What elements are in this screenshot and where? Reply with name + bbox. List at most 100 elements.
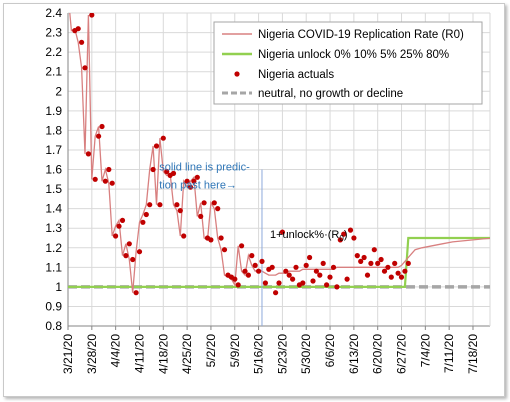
actual-point (249, 253, 255, 259)
x-tick-label: 5/23/20 (275, 334, 289, 374)
actual-point (106, 166, 112, 173)
actual-point (221, 247, 228, 253)
x-tick-label: 6/6/20 (323, 334, 337, 368)
actual-point (232, 276, 238, 282)
x-tick-label: 4/4/20 (109, 334, 123, 368)
actual-point (239, 243, 245, 249)
legend-label-actuals: Nigeria actuals (258, 69, 334, 81)
actual-point (375, 260, 381, 266)
actual-point (85, 151, 91, 157)
actual-point (82, 65, 88, 71)
x-tick-label: 3/28/20 (85, 334, 99, 374)
actual-point (341, 231, 347, 237)
actual-point (337, 237, 343, 243)
actual-point (347, 227, 354, 233)
x-tick-label: 6/13/20 (347, 334, 361, 374)
actual-point (385, 264, 391, 270)
actual-point (368, 260, 374, 266)
chart-frame: 0.8 0.9 1 1.1 1.2 1.3 1.4 1.5 1.6 1.7 1.8 1.9 2 2.1 2.… (3, 3, 505, 397)
legend-label-unlock: Nigeria unlock 0% 10% 5% 25% 80% (258, 49, 449, 61)
y-tick-label: 1.1 (45, 260, 62, 274)
legend-box (213, 21, 483, 105)
actual-point (388, 274, 394, 280)
actual-point (109, 180, 115, 186)
annotation-prediction-note: solid line is predic- tion past here→ (159, 161, 253, 191)
y-tick-label: 2.1 (45, 65, 62, 79)
actual-point (327, 274, 333, 280)
actual-point (344, 276, 350, 282)
actual-point (276, 280, 282, 286)
actual-point (157, 202, 163, 208)
actual-point (119, 217, 126, 223)
x-tick-label: 5/30/20 (299, 334, 313, 374)
actual-point (235, 282, 241, 288)
x-tick-label: 7/18/20 (466, 334, 480, 374)
y-tick-label: 1.4 (45, 202, 62, 216)
actual-point (113, 233, 119, 239)
actual-point (361, 254, 367, 261)
actual-point (116, 223, 122, 229)
actual-point (174, 202, 180, 208)
y-tick-label: 1 (55, 280, 62, 294)
actual-point (252, 262, 258, 268)
actual-point (259, 258, 265, 264)
actual-point (147, 202, 153, 208)
actual-point (320, 260, 326, 266)
actual-point (293, 264, 299, 270)
actual-point (303, 262, 309, 268)
actual-point (194, 174, 200, 180)
legend: Nigeria COVID-19 Replication Rate (R0) N… (213, 21, 483, 105)
actual-point (286, 272, 292, 278)
actual-point (354, 253, 360, 259)
actual-point (262, 280, 268, 286)
actual-point (242, 268, 248, 274)
actual-point (378, 256, 384, 263)
annotation-unlock-main: 1+unlock%·(R (270, 229, 339, 241)
legend-label-neutral: neutral, no growth or decline (258, 88, 403, 100)
actual-point (143, 211, 149, 218)
actual-point (170, 170, 177, 176)
y-tick-label: 1.3 (45, 221, 62, 235)
x-tick-label: 7/4/20 (418, 334, 432, 368)
actual-point (136, 249, 143, 255)
x-tick-label: 4/11/20 (132, 334, 146, 373)
actual-point (201, 200, 207, 206)
actual-point (334, 284, 340, 290)
actual-point (405, 260, 411, 266)
annotation-unlock-formula: 1+unlock%·(R0) (270, 229, 348, 243)
actual-point (177, 208, 183, 214)
actual-point (215, 206, 221, 212)
actual-point (358, 258, 364, 264)
actual-point (160, 135, 166, 141)
actual-point (133, 290, 139, 296)
x-tick-label: 3/21/20 (61, 334, 75, 374)
actual-point (381, 268, 388, 274)
actual-point (79, 39, 85, 45)
actual-point (92, 176, 98, 182)
actual-point (317, 272, 323, 278)
y-tick-label: 1.8 (45, 123, 62, 137)
y-tick-label: 2.2 (45, 45, 62, 59)
x-tick-label: 5/9/20 (228, 334, 242, 368)
annotation-layer: solid line is predic- tion past here→ 1+… (159, 161, 347, 242)
actual-point (89, 13, 95, 18)
axis-layer: 0.8 0.9 1 1.1 1.2 1.3 1.4 1.5 1.6 1.7 1.8 1.9 2 2.1 2.… (45, 6, 491, 374)
y-tick-label: 0.9 (45, 299, 62, 313)
actual-point (181, 233, 187, 239)
actual-point (96, 133, 102, 139)
actual-point (150, 166, 156, 173)
annotation-unlock-subscript: 0 (339, 234, 344, 243)
actual-point (198, 213, 204, 219)
actual-point (99, 123, 105, 130)
annotation-prediction-line-1: solid line is predic- (159, 161, 250, 173)
actual-point (184, 178, 190, 184)
actual-point (330, 264, 337, 270)
actual-point (75, 26, 81, 32)
actual-point (310, 278, 316, 284)
actual-point (351, 235, 357, 241)
actual-point (191, 178, 197, 184)
actual-point (211, 200, 217, 206)
actual-point (102, 178, 108, 184)
legend-swatch-actuals (234, 71, 240, 77)
actual-point (218, 235, 224, 241)
